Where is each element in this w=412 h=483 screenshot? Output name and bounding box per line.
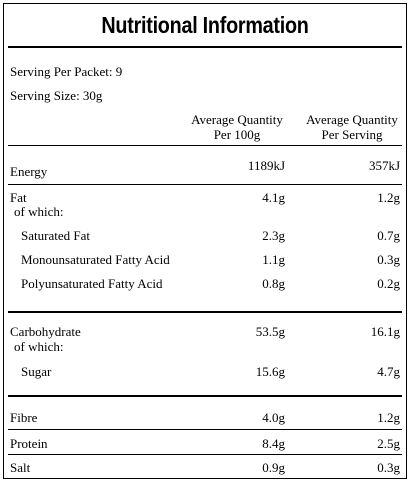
protein-divider bbox=[8, 454, 402, 455]
panel-title: Nutritional Information bbox=[101, 12, 309, 38]
row-label-polyunsaturated: Polyunsaturated Fatty Acid bbox=[21, 276, 163, 291]
protein-per-100g: 8.4g bbox=[262, 436, 285, 451]
row-label-salt: Salt bbox=[10, 460, 31, 475]
salt-per-100g: 0.9g bbox=[262, 460, 285, 475]
row-label-sugar: Sugar bbox=[21, 364, 52, 379]
fibre-per-serving: 1.2g bbox=[377, 410, 400, 425]
serving-per-packet: Serving Per Packet: 9 bbox=[10, 64, 123, 79]
energy-divider bbox=[8, 184, 402, 185]
protein-per-serving: 2.5g bbox=[377, 436, 400, 451]
row-label-energy: Energy bbox=[10, 164, 48, 179]
fat-per-serving: 1.2g bbox=[377, 190, 400, 205]
serving-size: Serving Size: 30g bbox=[10, 88, 103, 103]
column-header-per-100g: Average Quantity Per 100g bbox=[191, 112, 283, 142]
carb-of-which: of which: bbox=[14, 339, 64, 354]
row-label-monounsaturated: Monounsaturated Fatty Acid bbox=[21, 252, 170, 267]
fat-of-which: of which: bbox=[14, 204, 64, 219]
sugar-per-serving: 4.7g bbox=[377, 364, 400, 379]
energy-per-serving: 357kJ bbox=[368, 158, 400, 173]
header-divider bbox=[8, 145, 402, 146]
fat-section-divider bbox=[8, 311, 402, 313]
sugar-per-100g: 15.6g bbox=[255, 364, 285, 379]
carb-per-100g: 53.5g bbox=[255, 324, 285, 339]
poly-per-100g: 0.8g bbox=[262, 276, 285, 291]
fibre-per-100g: 4.0g bbox=[262, 410, 285, 425]
row-label-fat: Fat bbox=[10, 190, 27, 205]
row-label-carbohydrate: Carbohydrate bbox=[10, 324, 81, 339]
mono-per-100g: 1.1g bbox=[262, 252, 285, 267]
poly-per-serving: 0.2g bbox=[377, 276, 400, 291]
column-header-per-serving: Average Quantity Per Serving bbox=[306, 112, 398, 142]
carb-section-divider bbox=[8, 395, 402, 397]
nutrition-panel: Nutritional Information Serving Per Pack… bbox=[3, 3, 407, 479]
row-label-fibre: Fibre bbox=[10, 410, 38, 425]
row-label-protein: Protein bbox=[10, 436, 48, 451]
saturated-per-100g: 2.3g bbox=[262, 228, 285, 243]
salt-per-serving: 0.3g bbox=[377, 460, 400, 475]
energy-per-100g: 1189kJ bbox=[247, 158, 285, 173]
carb-per-serving: 16.1g bbox=[370, 324, 400, 339]
fibre-divider bbox=[8, 429, 402, 430]
row-label-saturated-fat: Saturated Fat bbox=[21, 228, 90, 243]
title-divider bbox=[8, 46, 402, 48]
saturated-per-serving: 0.7g bbox=[377, 228, 400, 243]
mono-per-serving: 0.3g bbox=[377, 252, 400, 267]
fat-per-100g: 4.1g bbox=[262, 190, 285, 205]
